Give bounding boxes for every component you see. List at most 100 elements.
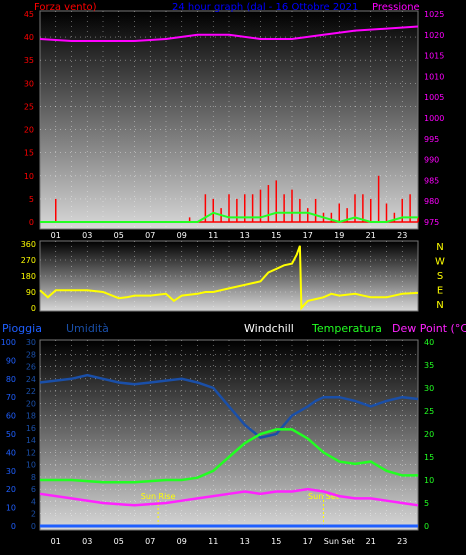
wind-tick-label: 20 [24, 126, 34, 135]
x-tick-label: 11 [208, 537, 218, 546]
panel1-plot-area [39, 10, 419, 230]
wind-tick-label: 40 [24, 33, 34, 42]
rain-tick-label: 100 [1, 338, 16, 347]
temperature-tick-label: 15 [424, 453, 434, 462]
pressure-tick-label: 980 [424, 197, 439, 206]
rain-tick-label: 10 [6, 504, 16, 513]
rain-tick-label: 90 [6, 356, 16, 365]
pressure-axis-title: Pressione [372, 2, 420, 13]
pressure-tick-label: 1015 [424, 52, 444, 61]
x-tick-label: 05 [114, 537, 124, 546]
humidity-tick-label: 26 [26, 363, 36, 372]
direction-tick-label: 360 [21, 240, 36, 249]
humidity-label: Umidità [66, 322, 109, 335]
humidity-tick-label: 16 [26, 424, 36, 433]
x-tick-label: 03 [82, 231, 92, 240]
wind-direction-line [39, 245, 419, 311]
wind-tick-label: 45 [24, 10, 34, 19]
direction-tick-label: 180 [21, 272, 36, 281]
dewpoint-label: Dew Point (°C) [392, 322, 466, 335]
chart-title: 24 hour graph (dal - 16 Ottobre 2021 [172, 2, 358, 13]
rain-tick-label: 80 [6, 375, 16, 384]
temperature-tick-label: 30 [424, 384, 434, 393]
x-tick-label: Sun Set [324, 537, 355, 546]
humidity-tick-label: 4 [31, 498, 36, 507]
rain-tick-label: 30 [6, 467, 16, 476]
temperature-tick-label: 25 [424, 407, 434, 416]
pressure-axis-ticks: 1025 1020 1015 1010 1005 1000 995 990 985 980 975 [424, 10, 444, 227]
compass-label: N [436, 242, 443, 253]
x-tick-label: 01 [51, 231, 61, 240]
rain-tick-label: 40 [6, 448, 16, 457]
x-tick-label: 17 [303, 231, 313, 240]
x-tick-label: 21 [366, 231, 376, 240]
panel2-grid [40, 241, 418, 311]
dewpoint-line [39, 487, 419, 507]
wind-tick-label: 5 [29, 195, 34, 204]
temperature-tick-label: 0 [424, 522, 429, 531]
sun-marker-label: Sun Set [308, 492, 339, 501]
wind-axis-ticks: 45 40 35 30 25 20 15 10 5 0 [24, 10, 34, 227]
direction-tick-label: 90 [26, 288, 36, 297]
humidity-tick-label: 22 [26, 387, 36, 396]
rain-tick-label: 50 [6, 430, 16, 439]
temperature-tick-label: 20 [424, 430, 434, 439]
humidity-tick-label: 20 [26, 399, 36, 408]
humidity-tick-label: 30 [26, 338, 36, 347]
x-tick-label: 11 [208, 231, 218, 240]
compass-label: W [435, 257, 445, 268]
wind-tick-label: 30 [24, 79, 34, 88]
pressure-line [39, 25, 419, 42]
x-tick-label: 23 [397, 231, 407, 240]
temperature-label: Temperatura [311, 322, 382, 335]
humidity-tick-label: 24 [26, 375, 36, 384]
pressure-tick-label: 1020 [424, 31, 444, 40]
x-tick-label: 09 [177, 537, 187, 546]
compass-label: N [436, 300, 443, 311]
x-tick-label: 03 [82, 537, 92, 546]
humidity-tick-label: 8 [31, 473, 36, 482]
temperature-tick-label: 40 [424, 338, 434, 347]
humidity-tick-label: 6 [31, 485, 36, 494]
direction-axis-ticks: 360 270 180 90 0 [21, 240, 36, 313]
x-tick-label: 17 [303, 537, 313, 546]
pressure-tick-label: 1000 [424, 114, 444, 123]
x-tick-label: 19 [334, 231, 344, 240]
humidity-tick-label: 12 [26, 448, 36, 457]
wind-tick-label: 10 [24, 172, 34, 181]
temperature-tick-label: 10 [424, 476, 434, 485]
pressure-tick-label: 985 [424, 176, 439, 185]
x-tick-label: 01 [51, 537, 61, 546]
humidity-tick-label: 28 [26, 350, 36, 359]
humidity-tick-label: 14 [26, 436, 36, 445]
windchill-label: Windchill [244, 322, 294, 335]
compass-label: S [437, 271, 443, 282]
humidity-tick-label: 2 [31, 510, 36, 519]
compass-label: E [437, 286, 443, 297]
humidity-line [39, 373, 419, 440]
wind-tick-label: 0 [29, 218, 34, 227]
wind-tick-label: 15 [24, 149, 34, 158]
x-tick-label: 23 [397, 537, 407, 546]
temperature-line [40, 428, 418, 484]
wind-tick-label: 35 [24, 56, 34, 65]
temperature-tick-label: 5 [424, 499, 429, 508]
wind-tick-label: 25 [24, 102, 34, 111]
x-tick-label: 21 [366, 537, 376, 546]
rain-tick-label: 20 [6, 485, 16, 494]
panel1-x-axis-ticks: 01 03 05 07 09 11 13 15 17 19 21 23 [51, 231, 408, 240]
wind-axis-title: Forza vento) [34, 2, 97, 13]
rain-tick-label: 0 [11, 522, 16, 531]
pressure-tick-label: 995 [424, 135, 439, 144]
rain-label: Pioggia [2, 322, 42, 335]
panel3-grid [40, 340, 418, 530]
panel3-x-axis-ticks: 01 03 05 07 09 11 13 15 17 Sun Set 21 23 [51, 537, 408, 546]
pressure-tick-label: 975 [424, 218, 439, 227]
sun-marker-label: Sun Rise [141, 492, 176, 501]
temperature-tick-label: 35 [424, 361, 434, 370]
pressure-tick-label: 1005 [424, 93, 444, 102]
